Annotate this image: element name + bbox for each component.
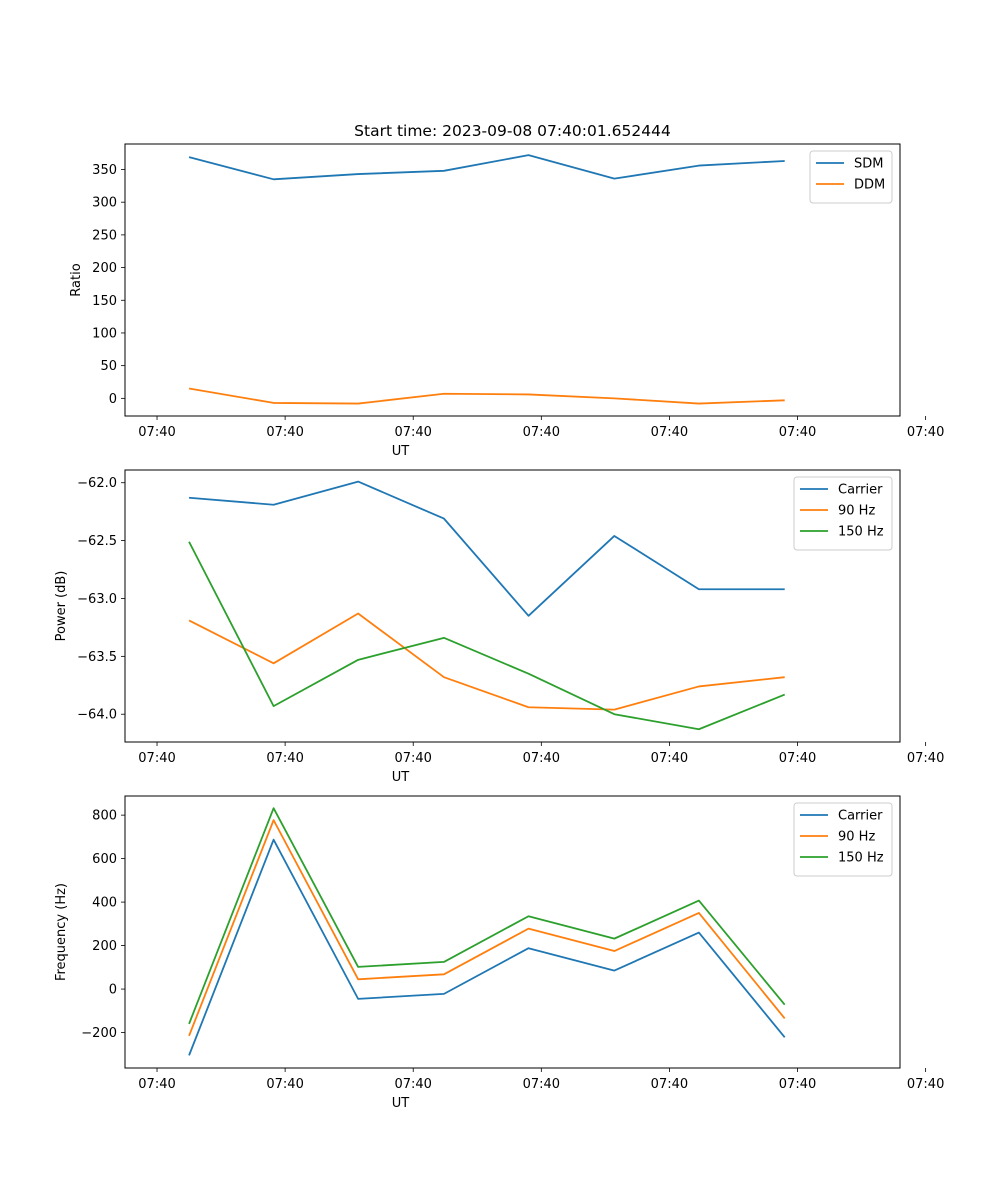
- y-tick-label: 600: [92, 852, 117, 867]
- axes-frame: [124, 469, 901, 743]
- y-tick-label: −62.0: [77, 476, 117, 491]
- legend-label: Carrier: [838, 483, 883, 498]
- series-line-sdm: [188, 154, 785, 181]
- x-tick-label: 07:40: [266, 1077, 303, 1092]
- y-tick-label: 100: [92, 326, 117, 341]
- x-axis-label: UT: [392, 1096, 410, 1111]
- x-tick-label: 07:40: [138, 1077, 175, 1092]
- axes-frame: [124, 795, 901, 1069]
- x-axis-label: UT: [392, 444, 410, 459]
- y-tick-label: 350: [92, 163, 117, 178]
- series-line-carrier: [188, 838, 786, 1056]
- x-tick-label: 07:40: [523, 751, 560, 766]
- chart-panel-1: 07:4007:4007:4007:4007:4007:4007:4007:41…: [69, 143, 944, 459]
- axes-frame: [124, 143, 901, 417]
- y-tick-label: 400: [92, 896, 117, 911]
- series-line-90-hz: [188, 612, 785, 711]
- legend-label: Carrier: [838, 809, 883, 824]
- x-tick-label: 07:40: [394, 425, 431, 440]
- x-tick-label: 07:40: [651, 751, 688, 766]
- y-axis-label: Ratio: [69, 263, 84, 296]
- x-tick-label: 07:40: [266, 751, 303, 766]
- series-line-ddm: [188, 387, 785, 405]
- x-tick-label: 07:40: [523, 1077, 560, 1092]
- legend: Carrier 90 Hz 150 Hz: [793, 476, 893, 551]
- legend: SDM DDM: [809, 150, 893, 204]
- series-line-150-hz: [188, 541, 786, 731]
- y-tick-label: 300: [92, 196, 117, 211]
- y-tick-label: −63.5: [77, 650, 117, 665]
- y-tick-label: 800: [92, 809, 117, 824]
- x-tick-label: 07:40: [907, 425, 944, 440]
- legend-label: SDM: [854, 157, 883, 172]
- x-tick-label: 07:40: [394, 1077, 431, 1092]
- series-line-150-hz: [188, 807, 786, 1025]
- legend-label: 90 Hz: [838, 830, 875, 845]
- series-line-carrier: [188, 480, 785, 617]
- y-tick-label: 0: [109, 983, 117, 998]
- y-tick-label: 200: [92, 939, 117, 954]
- y-tick-label: 200: [92, 261, 117, 276]
- y-tick-label: 150: [92, 294, 117, 309]
- x-tick-label: 07:40: [138, 751, 175, 766]
- legend: Carrier 90 Hz 150 Hz: [793, 802, 893, 877]
- legend-label: DDM: [854, 178, 885, 193]
- y-tick-label: −200: [81, 1026, 117, 1041]
- y-tick-label: 50: [100, 359, 117, 374]
- y-tick-label: −64.0: [77, 708, 117, 723]
- x-tick-label: 07:40: [266, 425, 303, 440]
- y-tick-label: 250: [92, 228, 117, 243]
- x-axis-label: UT: [392, 770, 410, 785]
- legend-label: 150 Hz: [838, 525, 884, 540]
- y-tick-label: −63.0: [77, 592, 117, 607]
- x-tick-label: 07:40: [779, 1077, 816, 1092]
- series-line-90-hz: [188, 819, 786, 1037]
- x-tick-label: 07:40: [651, 1077, 688, 1092]
- y-axis-label: Power (dB): [54, 571, 69, 642]
- x-tick-label: 07:40: [907, 1077, 944, 1092]
- chart-panels: 07:4007:4007:4007:4007:4007:4007:4007:41…: [54, 143, 944, 1111]
- x-tick-label: 07:40: [138, 425, 175, 440]
- x-tick-label: 07:40: [394, 751, 431, 766]
- chart-panel-3: 07:4007:4007:4007:4007:4007:4007:4007:41…: [54, 795, 944, 1111]
- legend-box: [809, 150, 893, 204]
- x-tick-label: 07:40: [651, 425, 688, 440]
- x-tick-label: 07:40: [779, 425, 816, 440]
- legend-label: 90 Hz: [838, 504, 875, 519]
- y-axis-label: Frequency (Hz): [54, 883, 69, 981]
- y-tick-label: −62.5: [77, 534, 117, 549]
- x-tick-label: 07:40: [779, 751, 816, 766]
- x-tick-label: 07:40: [523, 425, 560, 440]
- legend-label: 150 Hz: [838, 851, 884, 866]
- y-tick-label: 0: [109, 392, 117, 407]
- chart-panel-2: 07:4007:4007:4007:4007:4007:4007:4007:41…: [54, 469, 944, 785]
- x-tick-label: 07:40: [907, 751, 944, 766]
- figure-title: Start time: 2023-09-08 07:40:01.652444: [354, 122, 671, 140]
